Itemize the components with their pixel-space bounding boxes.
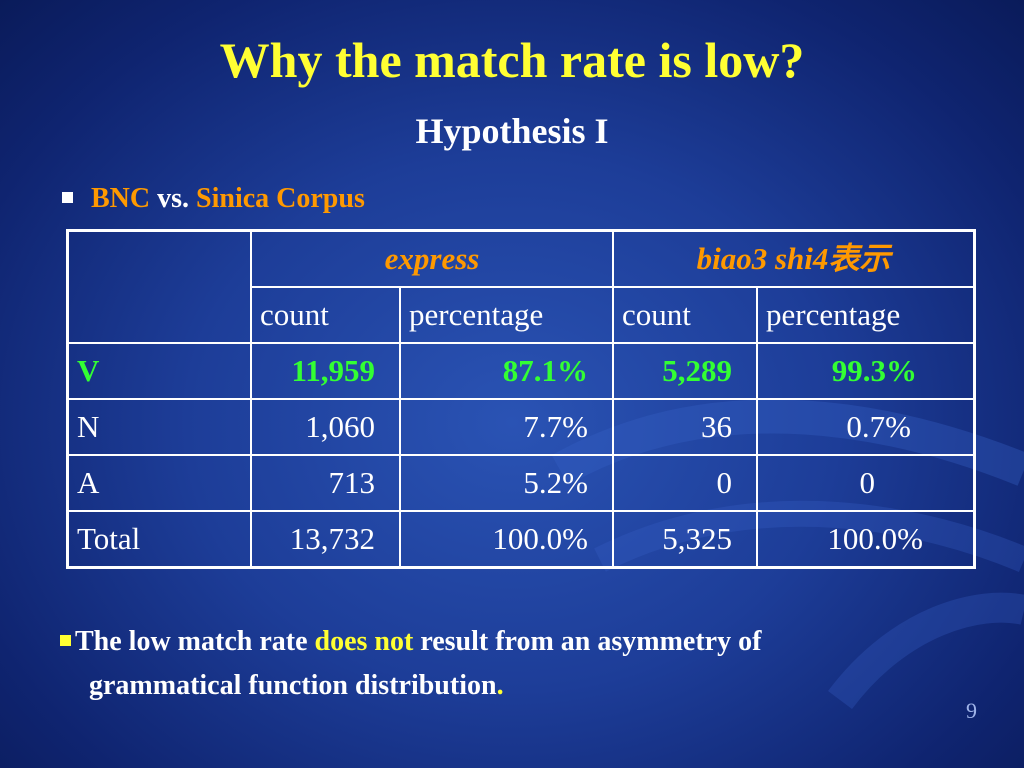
conclusion-line-1: The low match rate does not result from … <box>60 620 960 664</box>
slide-title: Why the match rate is low? <box>219 32 805 88</box>
conclusion-line2-text: grammatical function distribution <box>89 670 497 701</box>
cell-value: 5,325 <box>612 510 758 569</box>
cell-value: 99.3% <box>756 342 976 400</box>
slide-subtitle: Hypothesis I <box>415 111 609 151</box>
cell-value: 0 <box>612 454 758 512</box>
row-label: Total <box>66 510 252 569</box>
subheader-percentage-1: percentage <box>399 286 614 344</box>
cell-value: 5.2% <box>399 454 614 512</box>
cell-value: 100.0% <box>756 510 976 569</box>
row-label: N <box>66 398 252 456</box>
cell-value: 13,732 <box>250 510 401 569</box>
bullet-square-icon <box>62 192 73 204</box>
corner-cell <box>66 229 252 344</box>
table-row: N 1,060 7.7% 36 0.7% <box>66 398 976 456</box>
subheader-percentage-2: percentage <box>756 286 976 344</box>
table-row: V 11,959 87.1% 5,289 99.3% <box>66 342 976 400</box>
vs-label: vs. <box>150 183 197 214</box>
cell-value: 36 <box>612 398 758 456</box>
header-express: express <box>250 229 614 288</box>
cell-value: 0 <box>756 454 976 512</box>
bullet-square-icon <box>60 635 71 647</box>
cell-value: 87.1% <box>399 342 614 400</box>
cell-value: 1,060 <box>250 398 401 456</box>
cell-value: 5,289 <box>612 342 758 400</box>
bullet-conclusion: The low match rate does not result from … <box>60 620 960 708</box>
conclusion-part3: result from an asymmetry of <box>413 626 762 657</box>
bnc-label: BNC <box>91 183 151 214</box>
subheader-count-1: count <box>250 286 401 344</box>
row-label: A <box>66 454 252 512</box>
table-row: A 713 5.2% 0 0 <box>66 454 976 512</box>
conclusion-period: . <box>496 670 504 701</box>
data-table: express biao3 shi4表示 count percentage co… <box>66 229 976 569</box>
cell-value: 0.7% <box>756 398 976 456</box>
group-header-row: express biao3 shi4表示 <box>66 229 976 344</box>
cell-value: 7.7% <box>399 398 614 456</box>
cell-value: 11,959 <box>250 342 401 400</box>
bullet-comparison: BNC vs. Sinica Corpus <box>62 180 365 218</box>
conclusion-line-2: grammatical function distribution. <box>60 664 960 708</box>
cell-value: 713 <box>250 454 401 512</box>
subheader-count-2: count <box>612 286 758 344</box>
conclusion-part1: The low match rate <box>75 626 315 657</box>
page-number: 9 <box>966 698 977 723</box>
table-row: Total 13,732 100.0% 5,325 100.0% <box>66 510 976 569</box>
header-biao3shi4: biao3 shi4表示 <box>612 229 976 288</box>
sub-header-row: count percentage count percentage <box>68 286 976 344</box>
conclusion-emphasis: does not <box>314 626 414 657</box>
sinica-label: Sinica Corpus <box>196 183 365 214</box>
cell-value: 100.0% <box>399 510 614 569</box>
row-label: V <box>66 342 252 400</box>
